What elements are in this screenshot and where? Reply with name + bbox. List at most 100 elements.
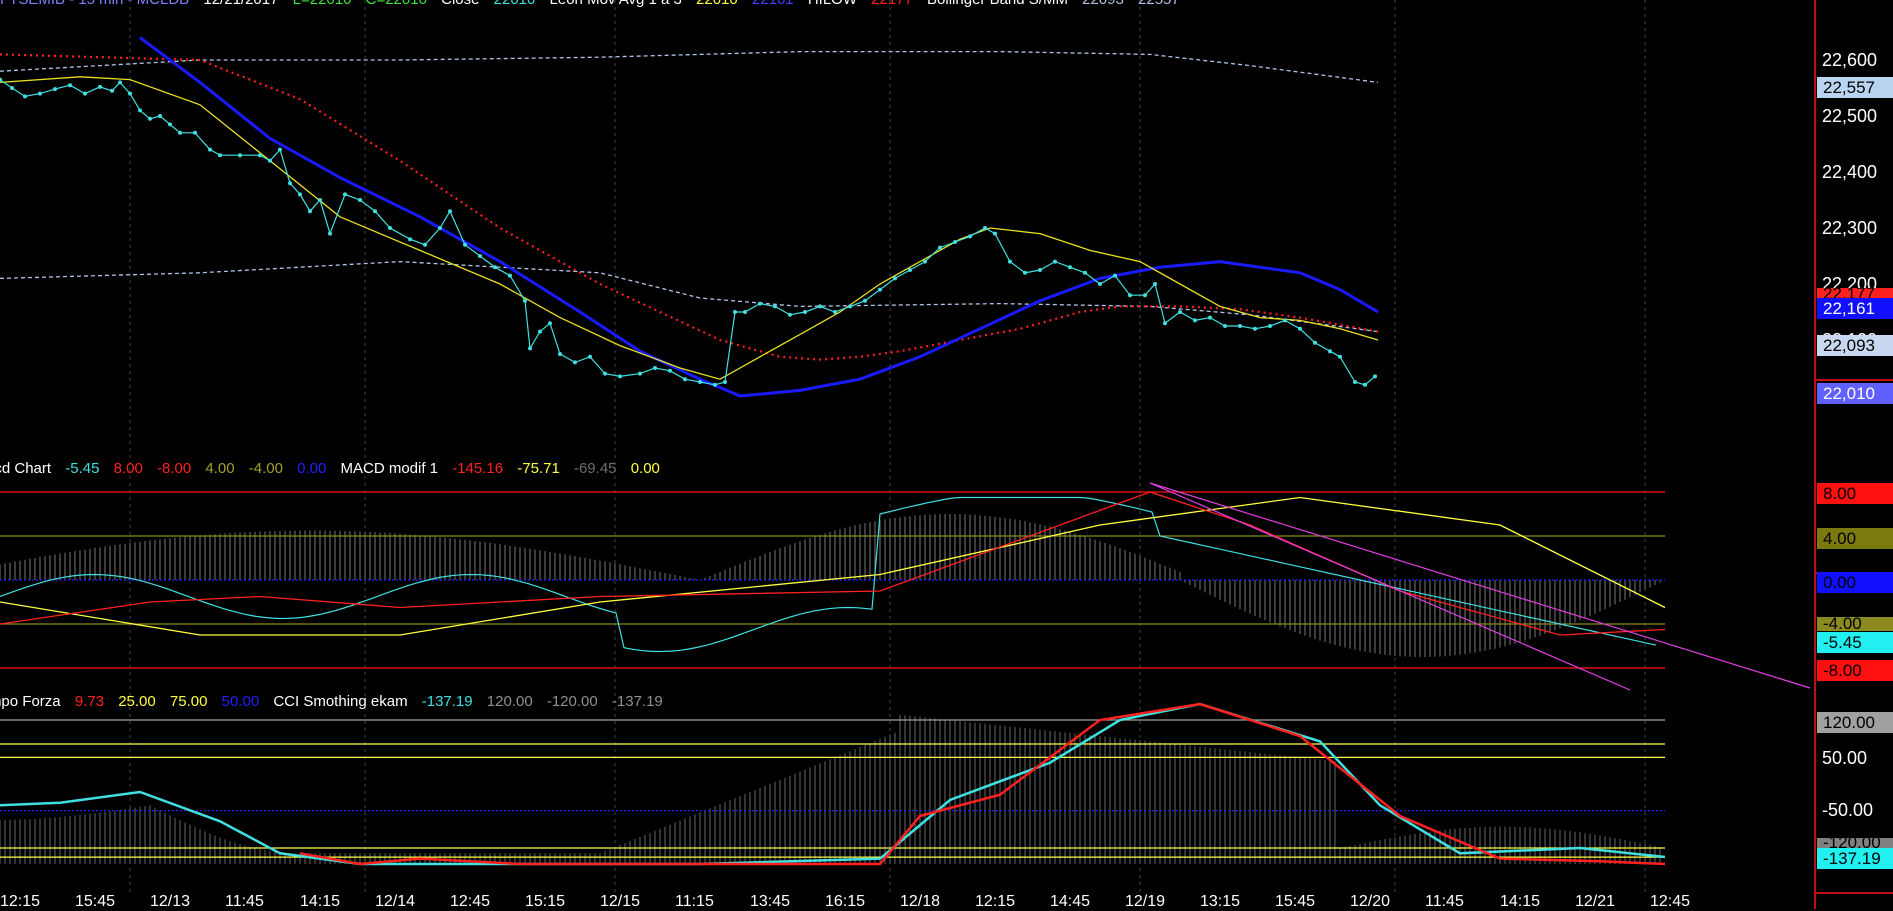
close-point <box>523 298 527 303</box>
close-point <box>158 114 162 118</box>
close-point <box>773 304 777 309</box>
close-point <box>758 301 762 306</box>
close-point <box>1113 273 1117 278</box>
cci-red-line <box>299 702 1666 866</box>
close-point <box>1193 318 1197 323</box>
time-tick: 15:45 <box>1275 893 1316 910</box>
legend-low: L=22010 <box>293 0 352 8</box>
close-point <box>238 153 242 158</box>
price-tag-boll-mid: 22,093 <box>1817 335 1893 356</box>
time-tick: 12/19 <box>1125 893 1166 910</box>
time-tick: 12/15 <box>600 893 641 910</box>
close-point <box>178 130 182 135</box>
close-point <box>993 231 997 236</box>
close-point <box>1238 324 1242 328</box>
macd-yellow-line <box>0 496 1666 636</box>
close-point <box>258 153 262 158</box>
close-point <box>833 310 837 314</box>
time-tick: 15:45 <box>75 893 116 910</box>
cci-legend-item: -137.19 <box>421 693 473 710</box>
close-point <box>1153 282 1157 286</box>
close-point <box>803 310 807 314</box>
legend-leon-name: Leon Mov Avg 1 a 3 <box>550 0 682 8</box>
close-point <box>713 382 717 387</box>
time-tick: 12/13 <box>150 893 191 910</box>
macd-tag-neg8: -8.00 <box>1817 660 1893 681</box>
close-point <box>1038 268 1042 272</box>
close-point <box>148 116 152 121</box>
close-point <box>638 371 642 376</box>
day-separators <box>129 0 1646 895</box>
close-point <box>878 287 882 292</box>
macd-legend-item: -4.00 <box>248 460 283 477</box>
close-point <box>1338 354 1342 359</box>
close-point <box>1008 259 1012 264</box>
cci-tag-120: 120.00 <box>1817 712 1893 733</box>
close-point <box>1143 293 1147 298</box>
time-tick: 11:45 <box>225 893 264 910</box>
close-point <box>683 377 687 382</box>
time-tick: 14:15 <box>1500 893 1541 910</box>
close-point <box>10 86 14 90</box>
close-point <box>1023 270 1027 275</box>
close-point <box>588 354 592 359</box>
macd-legend-item: -75.71 <box>517 460 560 477</box>
price-legend: FTSEMIB - 15 min - MCLDB 12/21/2017 L=22… <box>0 0 1190 8</box>
time-tick: 14:45 <box>1050 893 1091 910</box>
macd-legend-item: -69.45 <box>573 460 617 477</box>
close-point <box>558 352 562 356</box>
macd-legend-item: 8.00 <box>113 460 143 477</box>
close-point <box>278 147 282 152</box>
macd-tag-value: -5.45 <box>1817 632 1893 653</box>
close-point <box>53 87 57 92</box>
time-tick: 12/18 <box>900 893 941 910</box>
time-tick: 12/20 <box>1350 893 1391 910</box>
close-point <box>1353 380 1357 384</box>
close-point <box>788 312 792 317</box>
close-point <box>983 226 987 230</box>
close-point <box>1163 321 1167 326</box>
close-point <box>0 77 2 82</box>
price-tag-hilow: 22,177 <box>1817 288 1893 300</box>
close-point <box>388 226 392 230</box>
price-tag-leon: 22,161 <box>1817 298 1893 319</box>
cci-legend-item: 9.73 <box>74 693 105 710</box>
time-tick: 12:15 <box>975 893 1016 910</box>
close-point <box>358 198 362 202</box>
close-point <box>1268 324 1272 328</box>
close-point <box>373 209 377 214</box>
close-point <box>448 209 452 214</box>
macd-legend-item: 0.00 <box>630 460 660 477</box>
legend-date: 12/21/2017 <box>203 0 278 8</box>
legend-boll-name: Bollinger Band S/MM <box>927 0 1068 8</box>
cci-legend-item: Leon Cci Tempo Forza <box>0 693 61 710</box>
legend-boll-value2: 22557 <box>1138 0 1180 8</box>
close-point <box>968 234 972 239</box>
legend-hilow-name: HILOW <box>808 0 857 8</box>
close-point <box>538 329 542 334</box>
macd-tag-8: 8.00 <box>1817 483 1893 504</box>
macd-legend-item: -8.00 <box>157 460 192 477</box>
close-point <box>493 265 497 270</box>
close-point <box>463 242 467 247</box>
boll-mid-line <box>0 260 1379 333</box>
close-point <box>118 80 122 85</box>
close-point <box>193 130 197 135</box>
close-point <box>723 380 727 384</box>
legend-leon-value: 22010 <box>696 0 738 8</box>
close-point <box>478 254 482 258</box>
macd-legend-item: -145.16 <box>452 460 504 477</box>
close-point <box>1373 374 1377 379</box>
cci-tag-value: -137.19 <box>1817 848 1893 869</box>
close-point <box>1178 310 1182 314</box>
close-point <box>508 273 512 278</box>
close-point <box>1208 315 1212 320</box>
time-tick: 12:45 <box>1650 893 1691 910</box>
close-point <box>218 153 222 158</box>
close-point <box>923 259 927 264</box>
price-tick: 22,600 <box>1822 50 1878 70</box>
close-point <box>138 108 142 113</box>
time-tick: 13:15 <box>1200 893 1241 910</box>
cci-histogram <box>0 714 1661 864</box>
close-point <box>343 192 347 197</box>
